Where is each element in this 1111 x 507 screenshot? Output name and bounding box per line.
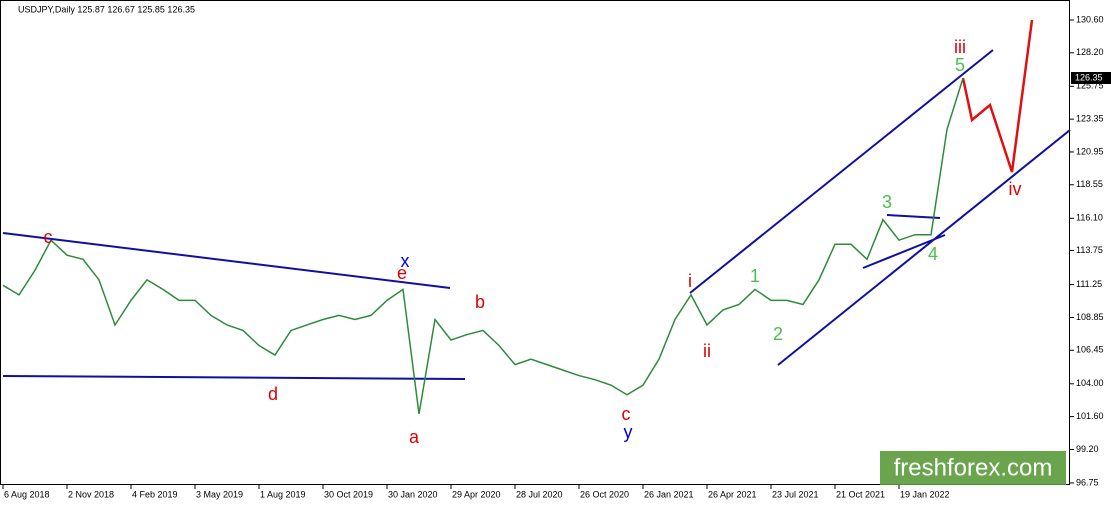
wave-label: b bbox=[475, 292, 485, 312]
y-tick-label: 125.75 bbox=[1076, 81, 1104, 91]
watermark: freshforex.com bbox=[894, 454, 1053, 481]
wave-label: iii bbox=[954, 37, 966, 57]
price-line bbox=[2, 77, 964, 415]
y-tick-label: 99.20 bbox=[1076, 444, 1099, 454]
x-tick-label: 26 Oct 2020 bbox=[580, 489, 629, 499]
x-tick-label: 23 Jul 2021 bbox=[772, 489, 819, 499]
x-tick-label: 21 Oct 2021 bbox=[836, 489, 885, 499]
wave-label: i bbox=[688, 271, 692, 291]
wave-label: d bbox=[268, 384, 278, 404]
wave-label: 1 bbox=[750, 266, 760, 286]
wave-label: x bbox=[401, 251, 410, 271]
y-tick-label: 101.60 bbox=[1076, 411, 1104, 421]
x-tick-label: 6 Aug 2018 bbox=[4, 489, 50, 499]
x-tick-label: 3 May 2019 bbox=[196, 489, 243, 499]
y-tick-label: 118.55 bbox=[1076, 179, 1103, 189]
x-tick-label: 26 Jan 2021 bbox=[644, 489, 694, 499]
x-tick-label: 4 Feb 2019 bbox=[132, 489, 178, 499]
wave-label: 2 bbox=[773, 324, 783, 344]
trendline bbox=[777, 129, 1071, 366]
y-tick-label: 116.10 bbox=[1076, 213, 1103, 223]
x-tick-label: 30 Oct 2019 bbox=[324, 489, 373, 499]
trendline bbox=[862, 234, 946, 269]
trendline bbox=[2, 375, 466, 380]
trendline bbox=[2, 232, 451, 289]
y-tick-label: 106.45 bbox=[1076, 345, 1104, 355]
y-tick-label: 130.60 bbox=[1076, 14, 1104, 24]
y-tick-label: 128.20 bbox=[1076, 47, 1104, 57]
wave-label: 5 bbox=[955, 55, 965, 75]
chart-title: USDJPY,Daily 125.87 126.67 125.85 126.35 bbox=[18, 4, 195, 14]
price-tag bbox=[1071, 72, 1111, 84]
wave-label: ii bbox=[703, 341, 711, 361]
x-tick-label: 26 Apr 2021 bbox=[708, 489, 757, 499]
x-tick-label: 2 Nov 2018 bbox=[68, 489, 114, 499]
trendline bbox=[886, 214, 941, 219]
y-tick-label: 111.25 bbox=[1076, 279, 1102, 289]
watermark-box bbox=[880, 451, 1066, 485]
x-tick-label: 28 Jul 2020 bbox=[516, 489, 563, 499]
y-tick-label: 108.85 bbox=[1076, 312, 1104, 322]
y-tick-label: 104.00 bbox=[1076, 378, 1104, 388]
y-tick-label: 120.95 bbox=[1076, 146, 1104, 156]
wave-label: y bbox=[624, 422, 633, 442]
x-tick-label: 19 Jan 2022 bbox=[900, 489, 950, 499]
plot-frame bbox=[0, 0, 1070, 485]
wave-label: a bbox=[409, 427, 420, 447]
x-tick-label: 30 Jan 2020 bbox=[388, 489, 438, 499]
wave-label: 3 bbox=[882, 192, 892, 212]
y-tick-label: 96.75 bbox=[1076, 477, 1099, 487]
wave-label: c bbox=[44, 227, 53, 247]
forecast-path bbox=[961, 19, 1034, 173]
x-tick-label: 29 Apr 2020 bbox=[452, 489, 501, 499]
wave-label: e bbox=[397, 263, 407, 283]
wave-label: 4 bbox=[928, 244, 938, 264]
y-tick-label: 123.35 bbox=[1076, 114, 1104, 124]
trendlines bbox=[2, 49, 1071, 380]
last-price: 126.35 bbox=[1075, 72, 1103, 82]
wave-label: c bbox=[622, 404, 631, 424]
trendline bbox=[689, 49, 994, 294]
y-tick-label: 113.75 bbox=[1076, 245, 1103, 255]
wave-label: iv bbox=[1009, 179, 1022, 199]
x-tick-label: 1 Aug 2019 bbox=[260, 489, 306, 499]
